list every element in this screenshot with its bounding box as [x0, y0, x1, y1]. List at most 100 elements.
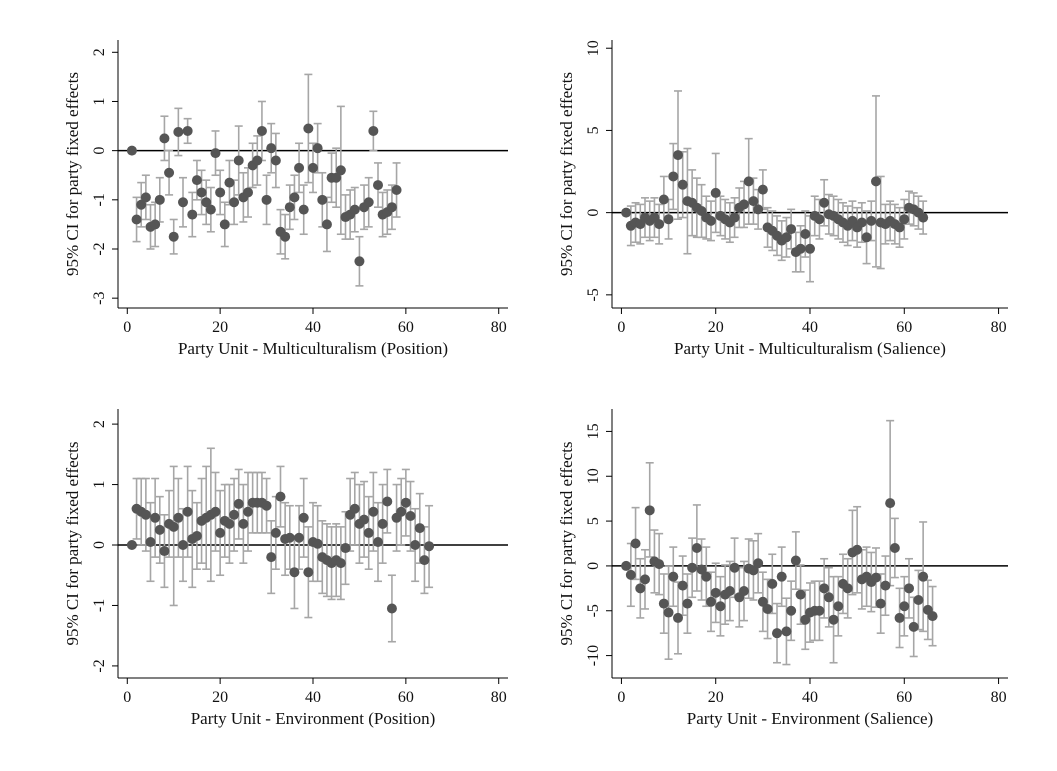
data-point — [266, 143, 277, 154]
data-point — [354, 256, 365, 267]
data-point — [814, 214, 825, 225]
data-point — [396, 506, 407, 517]
data-point — [317, 194, 328, 205]
y-tick-label: -10 — [585, 645, 602, 666]
data-point — [644, 505, 655, 516]
data-point — [182, 506, 193, 517]
data-point — [414, 523, 425, 534]
x-tick-label: 40 — [305, 689, 321, 706]
data-point — [894, 612, 905, 623]
data-point — [294, 532, 305, 543]
data-point — [201, 197, 212, 208]
data-point — [233, 498, 244, 509]
data-point — [710, 587, 721, 598]
data-point — [743, 176, 754, 187]
data-point — [168, 231, 179, 242]
y-tick-label: -3 — [91, 292, 108, 305]
data-point — [875, 598, 886, 609]
data-point — [904, 583, 914, 594]
data-point — [677, 580, 688, 591]
data-point — [871, 572, 881, 583]
data-point — [331, 172, 342, 183]
data-point — [767, 578, 778, 589]
y-tick-label: 15 — [585, 423, 602, 439]
x-tick-label: 40 — [305, 319, 321, 336]
chart-panel-4: -10 -5 0 5 10 15 0 20 40 60 80 Party Unit - Environ… — [557, 409, 1008, 728]
data-point — [908, 621, 919, 632]
data-point — [894, 222, 905, 233]
data-point — [321, 219, 332, 230]
x-tick-label: 0 — [123, 689, 131, 706]
data-point — [918, 571, 929, 582]
y-tick-label: 0 — [91, 541, 108, 549]
data-point — [349, 204, 360, 215]
data-point — [377, 518, 388, 529]
data-point — [913, 594, 924, 605]
data-point — [159, 133, 170, 144]
data-point — [178, 540, 188, 551]
data-point — [178, 197, 188, 208]
data-point — [173, 126, 184, 137]
data-point — [140, 192, 151, 203]
x-axis-title: Party Unit - Environment (Position) — [191, 709, 436, 728]
x-tick-label: 60 — [398, 689, 414, 706]
data-point — [136, 199, 147, 210]
x-tick-label: 20 — [212, 319, 228, 336]
data-point — [856, 217, 867, 228]
data-point — [776, 571, 787, 582]
y-tick-label: 0 — [585, 209, 602, 217]
data-point — [677, 179, 688, 190]
data-point — [349, 503, 360, 514]
data-point — [312, 538, 323, 549]
x-tick-label: 20 — [708, 319, 724, 336]
data-point — [145, 536, 156, 547]
data-point — [748, 565, 759, 576]
data-point — [635, 583, 646, 594]
data-point — [168, 521, 179, 532]
data-point — [261, 194, 272, 205]
y-tick-label: 1 — [91, 481, 108, 489]
data-point — [303, 123, 314, 134]
data-point — [335, 165, 346, 176]
data-point — [781, 626, 792, 637]
data-point — [710, 187, 721, 198]
data-point — [215, 527, 226, 538]
y-tick-label: 2 — [91, 420, 108, 428]
data-point — [739, 586, 749, 597]
data-point — [159, 546, 170, 557]
data-point — [724, 586, 735, 597]
data-point — [833, 601, 844, 612]
data-point — [224, 518, 235, 529]
data-point — [154, 194, 165, 205]
data-point — [386, 202, 397, 213]
x-tick-label: 80 — [491, 689, 507, 706]
data-point — [805, 243, 815, 254]
x-tick-label: 0 — [617, 689, 625, 706]
data-point — [386, 603, 397, 614]
data-point — [654, 559, 665, 570]
data-point — [823, 592, 834, 603]
data-point — [673, 150, 683, 161]
data-point — [889, 542, 900, 553]
y-tick-label: 10 — [585, 40, 602, 56]
data-point — [280, 231, 291, 242]
data-point — [173, 512, 184, 523]
data-point — [871, 176, 881, 187]
y-tick-label: 0 — [91, 147, 108, 155]
data-point — [294, 162, 305, 173]
data-point — [233, 155, 244, 166]
y-tick-label: -1 — [91, 193, 108, 206]
x-tick-label: 80 — [991, 319, 1007, 336]
data-point — [210, 148, 221, 159]
data-point — [368, 506, 379, 517]
data-point — [668, 571, 679, 582]
data-point — [400, 497, 411, 508]
data-point — [621, 207, 632, 218]
y-axis-title: 95% CI for party fixed effects — [557, 441, 576, 645]
y-tick-label: -5 — [585, 604, 602, 617]
x-tick-label: 20 — [212, 689, 228, 706]
data-point — [701, 571, 712, 582]
y-tick-label: 1 — [91, 97, 108, 105]
data-point — [706, 215, 716, 226]
